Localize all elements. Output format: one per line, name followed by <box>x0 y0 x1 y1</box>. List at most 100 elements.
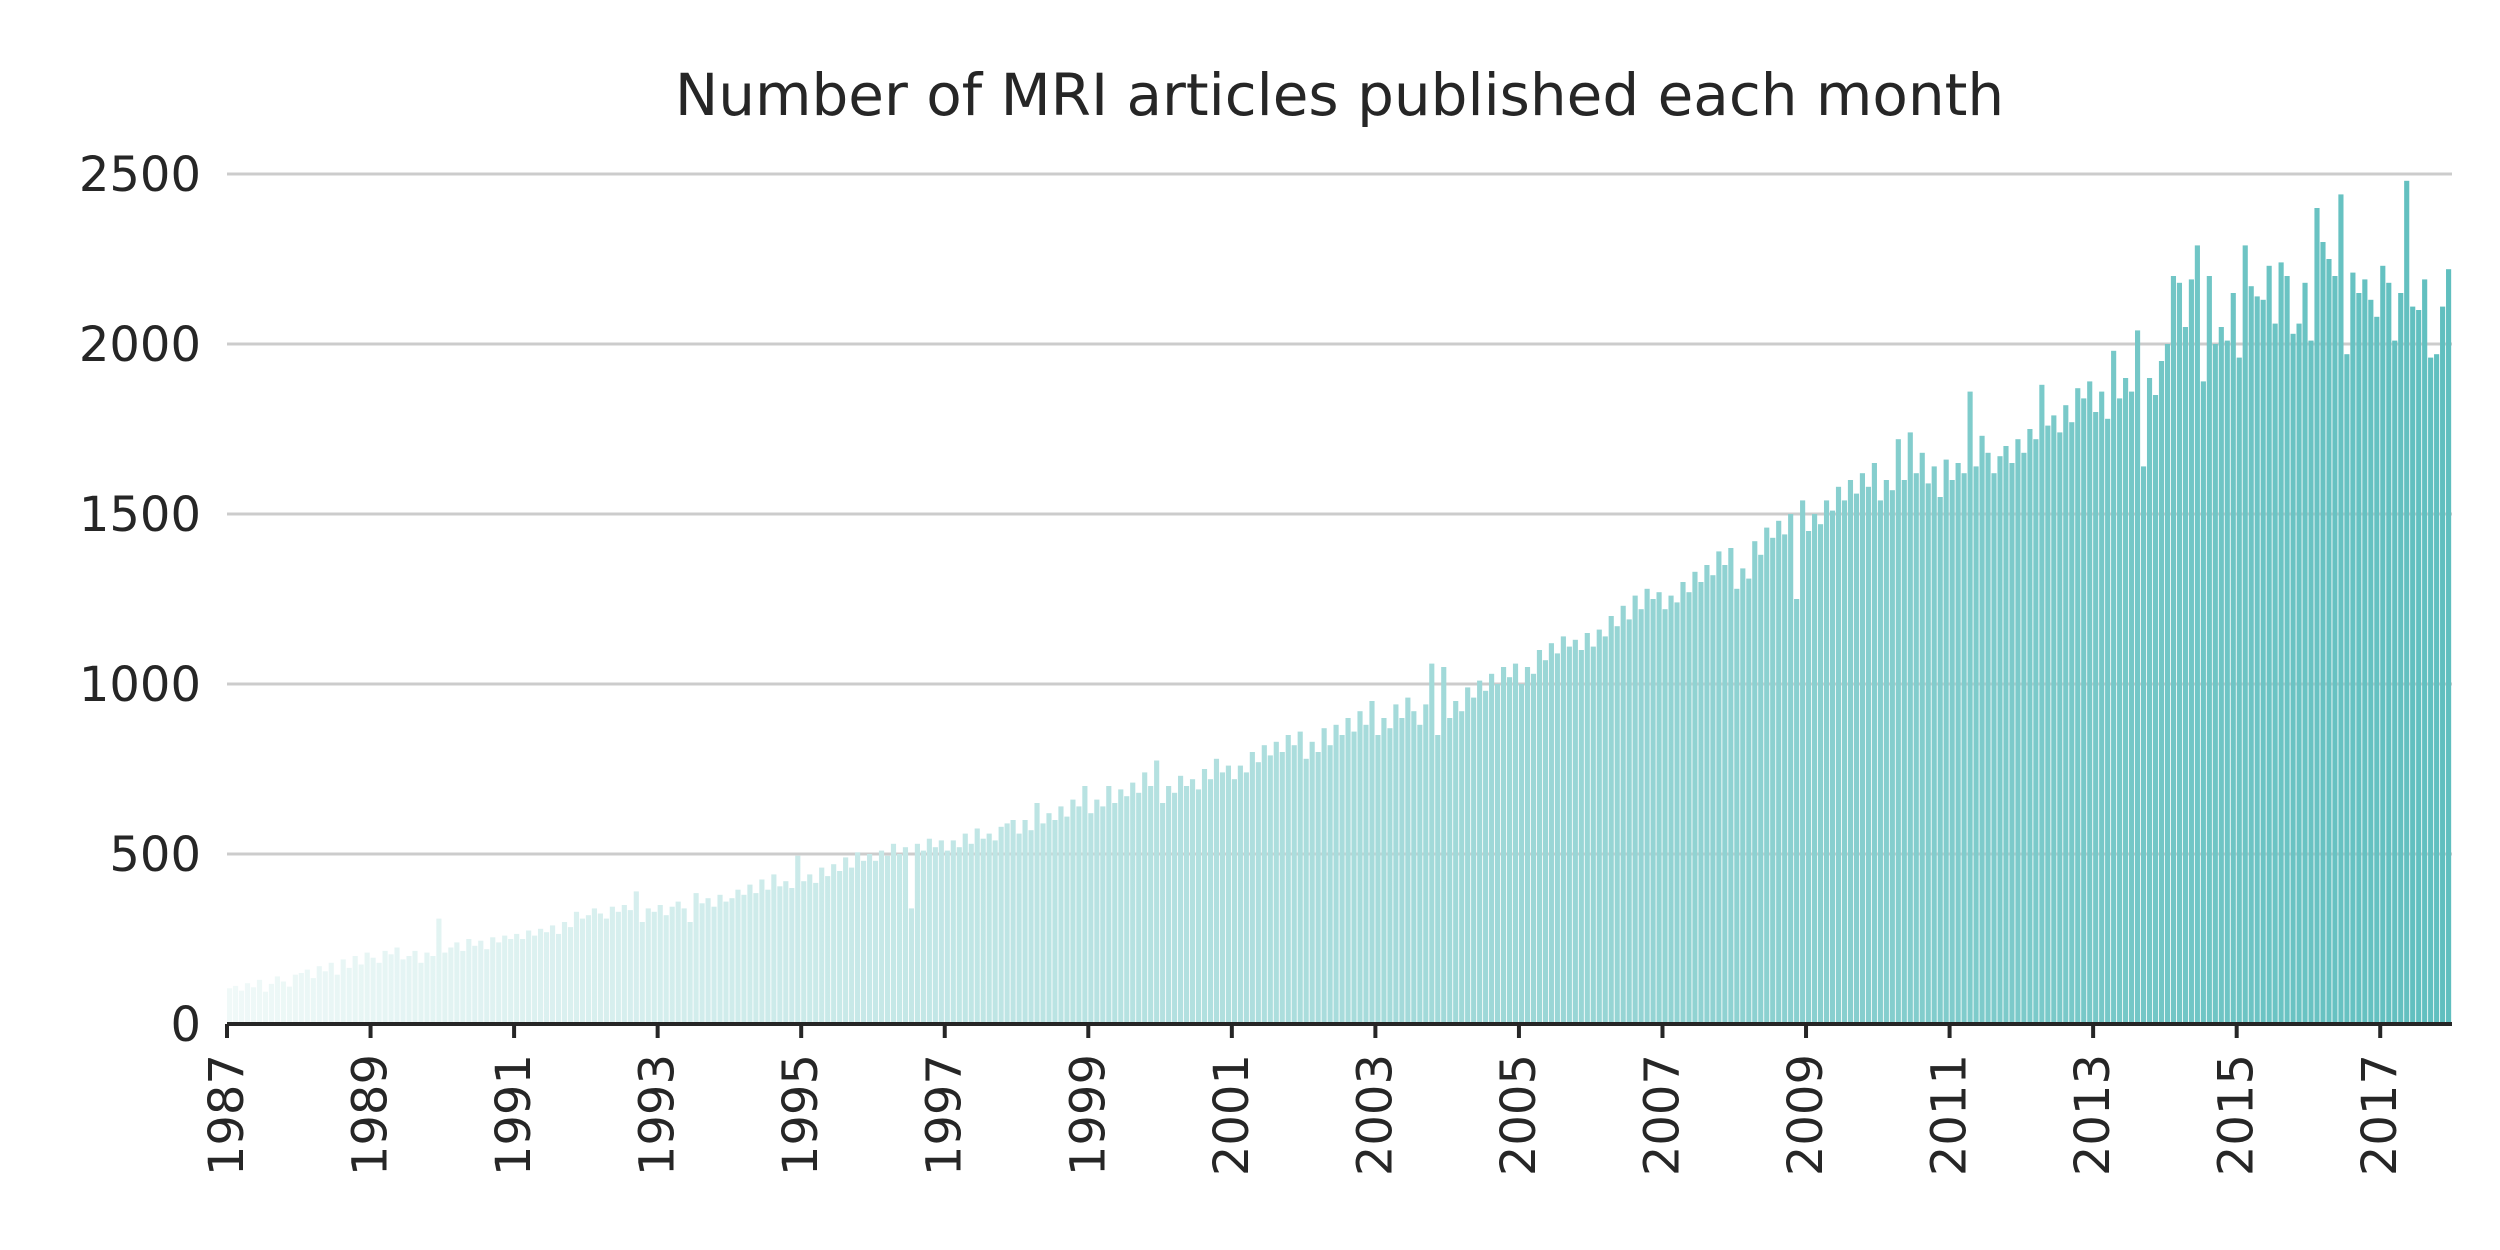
bar <box>609 906 615 1024</box>
bar <box>1752 541 1758 1024</box>
bar <box>2152 395 2159 1024</box>
bar <box>2039 384 2045 1024</box>
bar <box>1734 588 1740 1024</box>
bar <box>310 978 316 1024</box>
bar <box>1812 514 1818 1024</box>
bar <box>2332 276 2338 1024</box>
bar <box>1231 779 1237 1024</box>
bar <box>1800 500 1806 1024</box>
bar <box>902 847 909 1024</box>
bar <box>2158 361 2165 1024</box>
bar <box>370 957 376 1024</box>
bar <box>723 901 729 1024</box>
bar <box>1782 534 1788 1024</box>
bar <box>645 908 651 1024</box>
bar <box>1698 582 1704 1024</box>
bar <box>1267 755 1273 1024</box>
bar <box>514 933 520 1024</box>
bar <box>1195 789 1202 1024</box>
bar <box>1082 786 1088 1024</box>
bar <box>1219 772 1226 1024</box>
bar <box>1512 663 1519 1024</box>
bar <box>1572 639 1578 1024</box>
bar <box>1333 724 1339 1024</box>
bar <box>878 850 885 1024</box>
bar <box>849 867 855 1024</box>
bar <box>1172 792 1178 1024</box>
bar <box>227 988 233 1024</box>
bar <box>561 922 568 1024</box>
bar <box>2105 418 2111 1024</box>
bar <box>2140 466 2147 1024</box>
bar <box>2003 446 2009 1024</box>
bar <box>2260 299 2266 1024</box>
bar <box>2416 310 2422 1024</box>
bar <box>2428 357 2434 1025</box>
bar <box>1130 782 1136 1024</box>
bar <box>890 843 897 1024</box>
bar <box>2111 350 2117 1024</box>
bar <box>298 973 304 1024</box>
gridlines <box>227 172 2452 856</box>
bar <box>1788 514 1794 1024</box>
bar <box>1178 775 1184 1024</box>
bar <box>1542 660 1548 1024</box>
bar <box>1465 687 1471 1024</box>
bar <box>1614 626 1620 1024</box>
bar <box>855 852 861 1024</box>
bar <box>771 874 777 1024</box>
bar <box>1602 636 1608 1024</box>
bar <box>1668 595 1674 1024</box>
bar <box>2117 398 2123 1024</box>
bar <box>2212 344 2218 1024</box>
bar <box>1058 806 1064 1024</box>
bar <box>2392 340 2398 1025</box>
bar <box>1273 741 1279 1024</box>
bar <box>795 855 801 1024</box>
bar <box>1776 520 1782 1024</box>
axes: 0 500 1000 1500 2000 2500 1987 1989 1991 1993 1995… <box>79 147 2452 1176</box>
bar <box>292 974 298 1024</box>
bar <box>2200 381 2206 1024</box>
x-tick-label: 1989 <box>343 1054 399 1176</box>
bar <box>2278 262 2284 1024</box>
bar <box>549 925 556 1024</box>
bar <box>478 940 484 1024</box>
bar <box>2182 327 2188 1024</box>
bar <box>843 857 849 1024</box>
bar <box>992 840 998 1024</box>
bar <box>1166 786 1172 1024</box>
bar <box>520 939 526 1024</box>
x-tick-label: 1987 <box>199 1054 255 1176</box>
bar <box>1495 684 1501 1024</box>
bar <box>256 979 263 1024</box>
bar <box>1237 765 1243 1024</box>
bar <box>1728 548 1734 1024</box>
bar <box>2344 354 2350 1024</box>
bar <box>603 918 609 1024</box>
bar <box>2093 412 2099 1024</box>
bar <box>1518 684 1525 1024</box>
bar <box>1536 650 1543 1024</box>
bar <box>412 950 418 1024</box>
bar <box>2386 282 2392 1024</box>
y-tick-label: 2000 <box>79 317 201 373</box>
bar <box>1596 629 1602 1024</box>
bar <box>669 906 675 1024</box>
bar <box>2422 279 2428 1024</box>
bar <box>490 937 496 1024</box>
bar <box>2398 293 2404 1024</box>
x-tick-label: 2009 <box>1778 1054 1834 1176</box>
bar <box>238 990 245 1024</box>
bar <box>1052 820 1058 1024</box>
bar <box>2033 439 2039 1024</box>
x-tick-label: 1997 <box>917 1054 973 1176</box>
bar <box>1363 724 1369 1024</box>
x-tick-label: 2017 <box>2352 1054 2408 1176</box>
bar <box>980 838 986 1024</box>
bar <box>1907 432 1913 1024</box>
bar <box>2135 330 2141 1024</box>
bar <box>1566 646 1572 1024</box>
bar <box>1961 473 1967 1024</box>
bar <box>801 881 807 1024</box>
